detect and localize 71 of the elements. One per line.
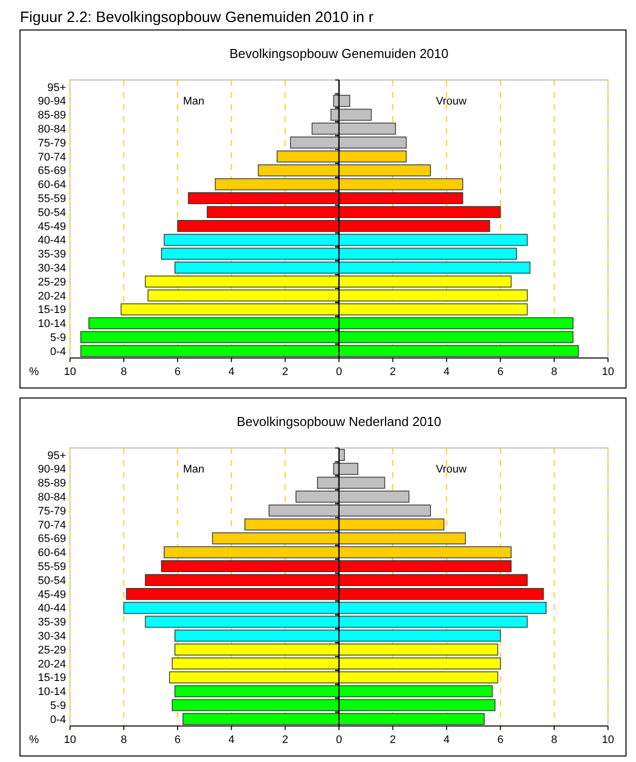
y-tick-label: 40-44 — [38, 234, 66, 247]
chart-title: Bevolkingsopbouw Nederland 2010 — [236, 414, 442, 429]
y-tick-label: 85-89 — [38, 478, 66, 490]
y-tick-label: 35-39 — [38, 616, 66, 629]
y-tick-label: 55-59 — [38, 193, 66, 205]
x-tick-label: 4 — [228, 734, 234, 746]
x-tick-label: 2 — [282, 734, 288, 746]
x-tick-label: 0 — [336, 366, 342, 378]
x-tick-label: 6 — [497, 734, 504, 746]
x-tick-label: 0 — [336, 734, 342, 746]
text: Man — [182, 96, 204, 108]
y-tick-label: 5-9 — [50, 700, 66, 712]
text: Figuur 2.2: Bevolkingsopbouw Genemuiden 2010 in r — [20, 9, 374, 26]
y-tick-label: 20-24 — [38, 658, 66, 670]
x-tick-label: 4 — [228, 366, 234, 378]
y-tick-label: 60-64 — [38, 547, 66, 560]
y-tick-label: 50-54 — [38, 574, 66, 587]
y-tick-label: 90-94 — [38, 96, 66, 108]
y-tick-label: 75-79 — [38, 505, 66, 518]
x-tick-label: 10 — [64, 734, 76, 746]
x-axis-title: % — [29, 366, 40, 378]
y-tick-label: 10-14 — [38, 686, 66, 698]
x-tick-label: 8 — [120, 734, 127, 746]
y-tick-label: 70-74 — [38, 151, 66, 164]
x-tick-label: 10 — [602, 366, 614, 378]
y-tick-label: 40-44 — [38, 602, 66, 615]
y-tick-label: 55-59 — [38, 561, 66, 573]
x-tick-label: 8 — [120, 366, 127, 378]
y-tick-label: 80-84 — [38, 124, 66, 136]
x-tick-label: 8 — [551, 366, 558, 378]
y-tick-label: 15-19 — [38, 672, 66, 684]
y-tick-label: 65-69 — [38, 165, 66, 178]
y-tick-label: 75-79 — [38, 137, 66, 150]
x-tick-label: 4 — [444, 366, 450, 378]
text: Vrouw — [436, 464, 467, 476]
y-tick-label: 95+ — [47, 450, 66, 462]
y-tick-label: 45-49 — [38, 588, 66, 601]
y-tick-label: 0-4 — [50, 346, 66, 358]
x-tick-label: 6 — [174, 734, 181, 746]
y-tick-label: 85-89 — [38, 110, 66, 122]
y-tick-label: 70-74 — [38, 519, 66, 532]
chart-title: Bevolkingsopbouw Genemuiden 2010 — [230, 46, 448, 61]
x-tick-label: 2 — [390, 734, 396, 746]
x-tick-label: 4 — [444, 734, 450, 746]
x-tick-label: 8 — [551, 734, 558, 746]
y-tick-label: 90-94 — [38, 464, 66, 476]
x-tick-label: 6 — [174, 366, 181, 378]
y-tick-label: 35-39 — [38, 248, 66, 261]
y-tick-label: 30-34 — [38, 262, 66, 274]
x-axis-title: % — [29, 734, 40, 746]
x-tick-label: 2 — [390, 366, 396, 378]
y-tick-label: 60-64 — [38, 179, 66, 192]
y-tick-label: 15-19 — [38, 304, 66, 316]
y-tick-label: 65-69 — [38, 533, 66, 546]
y-tick-label: 30-34 — [38, 630, 66, 642]
y-tick-label: 95+ — [47, 82, 66, 94]
y-tick-label: 25-29 — [38, 276, 66, 288]
x-tick-label: 10 — [64, 366, 76, 378]
text: Man — [182, 464, 204, 476]
x-tick-label: 10 — [602, 734, 614, 746]
y-tick-label: 0-4 — [50, 714, 66, 726]
y-tick-label: 45-49 — [38, 220, 66, 233]
y-tick-label: 80-84 — [38, 492, 66, 504]
y-tick-label: 20-24 — [38, 290, 66, 302]
y-tick-label: 50-54 — [38, 206, 66, 219]
y-tick-label: 25-29 — [38, 644, 66, 656]
x-tick-label: 2 — [282, 366, 288, 378]
y-tick-label: 5-9 — [50, 332, 66, 344]
y-tick-label: 10-14 — [38, 318, 66, 330]
x-tick-label: 6 — [497, 366, 504, 378]
text: Vrouw — [436, 96, 467, 108]
